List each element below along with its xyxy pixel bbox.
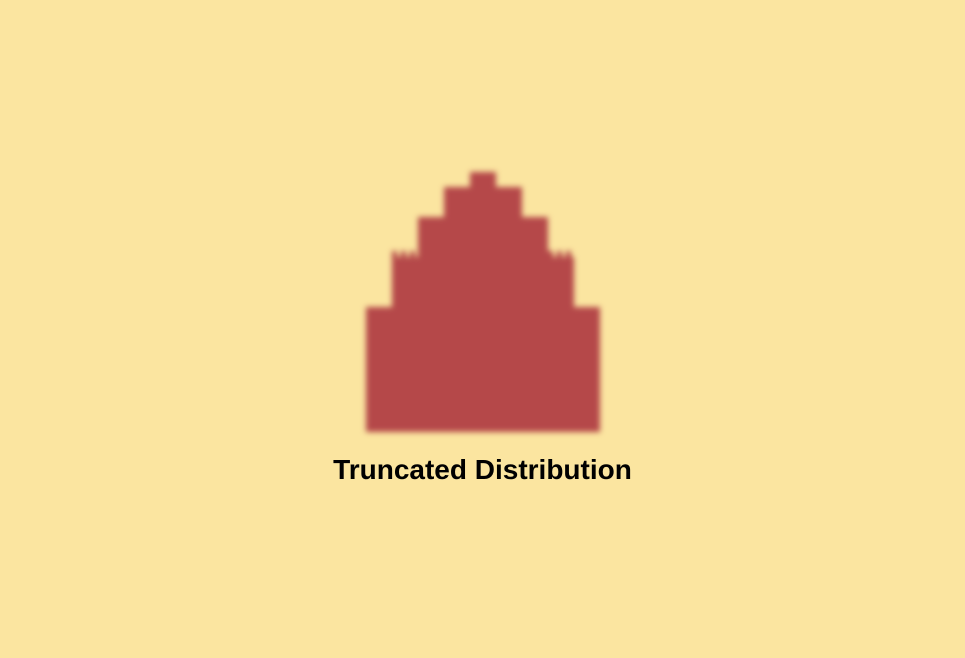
histogram-bar xyxy=(548,257,574,432)
truncated-distribution-histogram xyxy=(366,172,600,432)
histogram-bar xyxy=(392,257,418,432)
figure-canvas: Truncated Distribution xyxy=(0,0,965,658)
figure-caption: Truncated Distribution xyxy=(333,454,632,486)
histogram-bar-notch xyxy=(392,251,418,257)
histogram-bar xyxy=(444,187,470,432)
histogram-bar xyxy=(496,187,522,432)
histogram-bar xyxy=(470,172,496,432)
histogram-bar xyxy=(418,217,444,432)
histogram-bar-notch xyxy=(548,251,574,257)
histogram-bar xyxy=(574,307,600,432)
histogram-bar xyxy=(522,217,548,432)
histogram-bar xyxy=(366,307,392,432)
